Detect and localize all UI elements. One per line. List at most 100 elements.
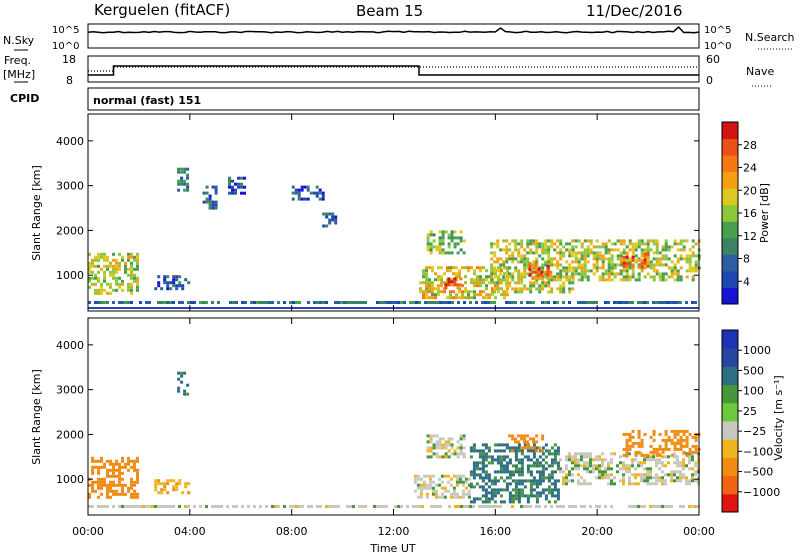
data-cell [589, 461, 592, 465]
data-cell [658, 301, 661, 304]
data-cell [434, 296, 437, 300]
data-cell [473, 290, 476, 294]
data-cell [148, 505, 151, 508]
data-cell [425, 272, 428, 276]
data-cell [444, 251, 448, 255]
data-cell [634, 458, 637, 462]
data-cell [446, 266, 449, 270]
data-cell [589, 248, 593, 252]
data-cell [682, 505, 685, 508]
data-cell [601, 266, 605, 270]
data-cell [502, 239, 506, 243]
data-cell [514, 269, 518, 273]
data-cell [523, 272, 527, 276]
data-cell [186, 392, 190, 396]
colorbar-tick-label: 8 [743, 253, 750, 266]
data-cell [166, 479, 170, 483]
data-cell [634, 441, 638, 445]
data-cell [475, 449, 479, 453]
data-cell [422, 281, 425, 285]
data-cell [562, 275, 566, 279]
data-cell [361, 301, 364, 304]
data-cell [646, 239, 650, 243]
data-cell [628, 467, 631, 471]
data-cell [478, 461, 482, 465]
data-cell [121, 489, 124, 493]
data-cell [694, 450, 698, 454]
data-cell [444, 230, 448, 234]
data-cell [598, 455, 601, 459]
data-cell [631, 245, 635, 249]
data-cell [505, 464, 509, 468]
data-cell [315, 194, 319, 198]
data-cell [517, 446, 521, 450]
data-cell [568, 275, 572, 279]
data-cell [467, 269, 470, 273]
data-cell [470, 296, 473, 300]
data-cell [634, 476, 637, 480]
data-cell [431, 489, 435, 493]
data-cell [435, 446, 439, 450]
data-cell [382, 505, 385, 508]
data-cell [487, 461, 491, 465]
data-cell [529, 242, 533, 246]
data-cell [673, 470, 676, 474]
data-cell [455, 296, 458, 300]
data-cell [583, 301, 586, 304]
data-cell [425, 293, 428, 297]
data-cell [458, 296, 461, 300]
data-cell [574, 251, 578, 255]
data-cell [526, 301, 529, 304]
data-cell [676, 257, 680, 261]
colorbar-cell [722, 221, 738, 239]
data-cell [496, 491, 500, 495]
data-cell [655, 251, 659, 255]
data-cell [535, 461, 539, 465]
data-cell [441, 242, 445, 246]
data-cell [127, 288, 130, 292]
data-cell [640, 269, 644, 273]
data-cell [667, 248, 671, 252]
data-cell [535, 505, 538, 508]
data-cell [610, 458, 613, 462]
data-cell [529, 473, 533, 477]
data-cell [592, 458, 595, 462]
data-cell [538, 464, 542, 468]
data-cell [187, 281, 191, 285]
data-cell [133, 267, 136, 271]
data-cell [505, 467, 509, 471]
data-cell [546, 264, 550, 268]
data-cell [133, 492, 136, 496]
data-cell [461, 284, 464, 288]
data-cell [205, 301, 208, 304]
data-cell [574, 254, 578, 258]
data-cell [568, 269, 572, 273]
data-cell [340, 301, 343, 304]
data-cell [505, 281, 509, 285]
data-cell [670, 476, 673, 480]
data-cell [428, 284, 431, 288]
data-cell [544, 251, 548, 255]
data-cell [461, 296, 464, 300]
data-cell [235, 505, 238, 508]
data-cell [580, 464, 583, 468]
data-cell [616, 464, 619, 468]
data-cell [556, 479, 560, 483]
data-cell [643, 248, 647, 252]
data-cell [349, 301, 352, 304]
data-cell [541, 458, 545, 462]
data-cell [115, 282, 118, 286]
data-cell [694, 473, 697, 477]
data-cell [292, 301, 295, 304]
data-cell [601, 245, 605, 249]
data-cell [106, 258, 109, 262]
data-cell [676, 242, 680, 246]
data-cell [428, 483, 432, 487]
data-cell [685, 453, 689, 457]
data-cell [676, 260, 680, 264]
data-cell [379, 301, 382, 304]
data-cell [271, 301, 274, 304]
data-cell [535, 446, 539, 450]
data-cell [691, 251, 695, 255]
data-cell [526, 287, 530, 291]
